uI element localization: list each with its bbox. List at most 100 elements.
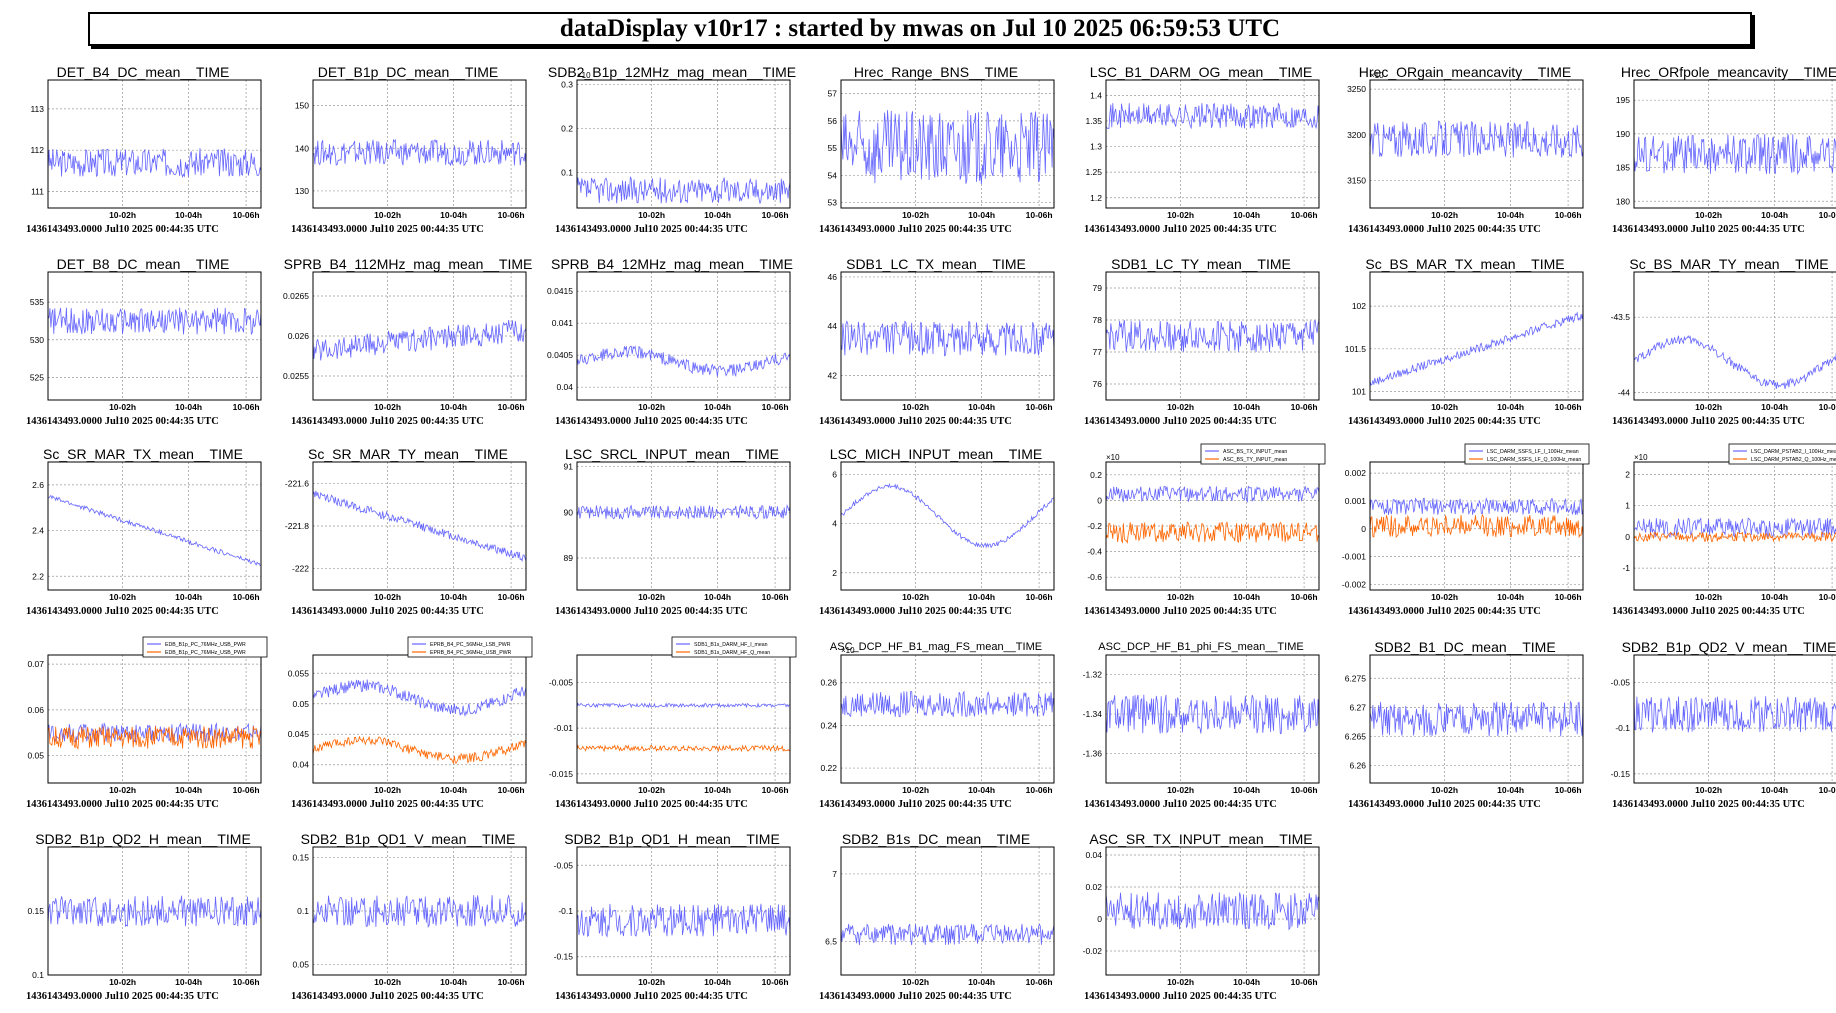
x-tick-label: 10-04h	[1233, 210, 1260, 220]
series-line	[312, 736, 527, 765]
y-tick-label: -0.05	[554, 860, 574, 870]
chart-panel: SDB2_B1s_DC_mean__TIME 6.5 7 10-02h 10-04h 10…	[805, 823, 1067, 1013]
chart-plot: 2.2 2.4 2.6 10-02h 10-04h 10-06h	[32, 461, 262, 602]
chart-footer-timestamp: 1436143493.0000 Jul10 2025 00:44:35 UTC	[819, 799, 1012, 810]
chart-plot: 111 112 113 10-02h 10-04h 10-06h	[30, 79, 262, 220]
y-tick-label: 0.24	[820, 720, 837, 730]
chart-plot: -0.015 -0.01 -0.005 10-02h 10-04h 10-06h SDB1_…	[549, 636, 797, 795]
plot-frame	[1369, 79, 1584, 209]
chart-title: LSC_B1_DARM_OG_mean__TIME	[1089, 64, 1313, 80]
x-tick-label: 10-06h	[1819, 402, 1836, 412]
chart-title: Hrec_ORfpole_meancavity__TIME	[1620, 64, 1836, 80]
x-tick-label: 10-02h	[109, 592, 136, 602]
y-tick-label: 79	[1093, 283, 1103, 293]
y-tick-label: 0.26	[820, 678, 837, 688]
x-tick-label: 10-04h	[1233, 977, 1260, 987]
series-line	[47, 148, 262, 179]
x-tick-label: 10-06h	[1026, 592, 1053, 602]
x-tick-label: 10-04h	[1233, 785, 1260, 795]
chart-title: SDB2_B1p_QD1_H_mean__TIME	[564, 831, 780, 847]
y-tick-label: -0.1	[558, 906, 573, 916]
chart-panel: SPRB_B4_12MHz_mag_mean__TIME 0.04 0.0405 0.…	[541, 248, 803, 438]
y-tick-label: -1.34	[1083, 709, 1103, 719]
chart-footer-timestamp: 1436143493.0000 Jul10 2025 00:44:35 UTC	[819, 606, 1012, 617]
y-tick-label: 90	[564, 507, 574, 517]
chart-footer-timestamp: 1436143493.0000 Jul10 2025 00:44:35 UTC	[555, 606, 748, 617]
y-tick-label: 57	[828, 89, 838, 99]
y-tick-label: 0.041	[552, 318, 574, 328]
x-tick-label: 10-06h	[1555, 210, 1582, 220]
series-line	[840, 923, 1055, 946]
plot-frame	[1105, 271, 1320, 401]
plot-frame	[1633, 79, 1836, 209]
axis-exponent: ×10	[1634, 453, 1648, 462]
x-tick-label: 10-04h	[704, 592, 731, 602]
y-tick-label: 6.275	[1345, 673, 1367, 683]
plot-frame	[47, 654, 262, 784]
plot-frame	[312, 79, 527, 209]
window-title-banner: dataDisplay v10r17 : started by mwas on …	[88, 12, 1752, 46]
y-tick-label: 0.04	[556, 382, 573, 392]
series-line	[1105, 102, 1320, 130]
y-tick-label: -0.1	[1615, 723, 1630, 733]
plot-frame	[1369, 271, 1584, 401]
legend: ASC_BS_TX_INPUT_mean ASC_BS_TY_INPUT_mean	[1200, 443, 1326, 465]
y-tick-label: 6.26	[1349, 761, 1366, 771]
x-tick-label: 10-02h	[1695, 592, 1722, 602]
chart-footer-timestamp: 1436143493.0000 Jul10 2025 00:44:35 UTC	[1348, 606, 1541, 617]
x-tick-label: 10-04h	[1497, 785, 1524, 795]
x-tick-label: 10-02h	[1167, 402, 1194, 412]
chart-plot: -0.15 -0.1 -0.05 10-02h 10-04h 10-06h	[554, 846, 791, 987]
plot-frame	[1369, 654, 1584, 784]
legend: EPRB_B4_PC_56MHz_LSB_PWR EPRB_B4_PC_56MHz…	[407, 636, 533, 658]
chart-footer-timestamp: 1436143493.0000 Jul10 2025 00:44:35 UTC	[1612, 416, 1805, 427]
y-tick-label: 0	[1625, 532, 1630, 542]
chart-panel: Sc_SR_MAR_TX_mean__TIME 2.2 2.4 2.6 10-02h 10…	[12, 438, 274, 628]
chart-plot: 6.5 7 10-02h 10-04h 10-06h	[825, 846, 1055, 987]
chart-title: SDB2_B1_DC_mean__TIME	[1374, 639, 1556, 655]
chart-plot: 0.22 0.24 0.26 10-02h 10-04h 10-06h ×10	[820, 646, 1055, 795]
y-tick-label: 2.6	[32, 480, 44, 490]
x-tick-label: 10-06h	[1819, 785, 1836, 795]
x-tick-label: 10-04h	[175, 977, 202, 987]
plot-frame	[840, 461, 1055, 591]
chart-title: LSC_MICH_INPUT_mean__TIME	[829, 446, 1043, 462]
plot-frame	[1105, 654, 1320, 784]
plot-frame	[47, 271, 262, 401]
x-tick-label: 10-02h	[638, 402, 665, 412]
chart-title: Sc_SR_MAR_TY_mean__TIME	[308, 446, 508, 462]
x-tick-label: 10-04h	[704, 402, 731, 412]
y-tick-label: 0.05	[292, 699, 309, 709]
y-tick-label: -0.05	[1611, 677, 1631, 687]
x-tick-label: 10-06h	[1291, 402, 1318, 412]
x-tick-label: 10-04h	[175, 785, 202, 795]
y-tick-label: 0.22	[820, 763, 837, 773]
chart-title: SDB2_B1p_QD2_H_mean__TIME	[35, 831, 251, 847]
plot-frame	[576, 461, 791, 591]
y-tick-label: 0	[1361, 524, 1366, 534]
plot-frame	[312, 271, 527, 401]
y-tick-label: 535	[30, 297, 44, 307]
series-line	[312, 138, 527, 167]
chart-panel: SDB2_B1p_QD2_H_mean__TIME 0.1 0.15 10-02h 10…	[12, 823, 274, 1013]
y-tick-label: -0.4	[1087, 547, 1102, 557]
x-tick-label: 10-06h	[1026, 977, 1053, 987]
x-tick-label: 10-06h	[762, 592, 789, 602]
chart-panel: SPRB_B4_112MHz_mag_mean__TIME 0.0255 0.026…	[277, 248, 539, 438]
chart-panel: LSC_SRCL_INPUT_mean__TIME 89 90 91 10-02h 10-…	[541, 438, 803, 628]
y-tick-label: 0.2	[561, 124, 573, 134]
x-tick-label: 10-02h	[638, 210, 665, 220]
y-tick-label: 0.002	[1345, 468, 1367, 478]
x-tick-label: 10-04h	[1497, 592, 1524, 602]
x-tick-label: 10-02h	[1431, 785, 1458, 795]
series-line	[1369, 700, 1584, 737]
y-tick-label: 0	[1097, 914, 1102, 924]
y-tick-label: 91	[564, 462, 574, 472]
y-tick-label: 111	[31, 186, 44, 196]
y-tick-label: 77	[1093, 347, 1103, 357]
x-tick-label: 10-06h	[762, 785, 789, 795]
y-tick-label: 0.15	[27, 906, 44, 916]
chart-title: Sc_BS_MAR_TY_mean__TIME	[1629, 256, 1829, 272]
chart-footer-timestamp: 1436143493.0000 Jul10 2025 00:44:35 UTC	[819, 224, 1012, 235]
chart-footer-timestamp: 1436143493.0000 Jul10 2025 00:44:35 UTC	[26, 416, 219, 427]
